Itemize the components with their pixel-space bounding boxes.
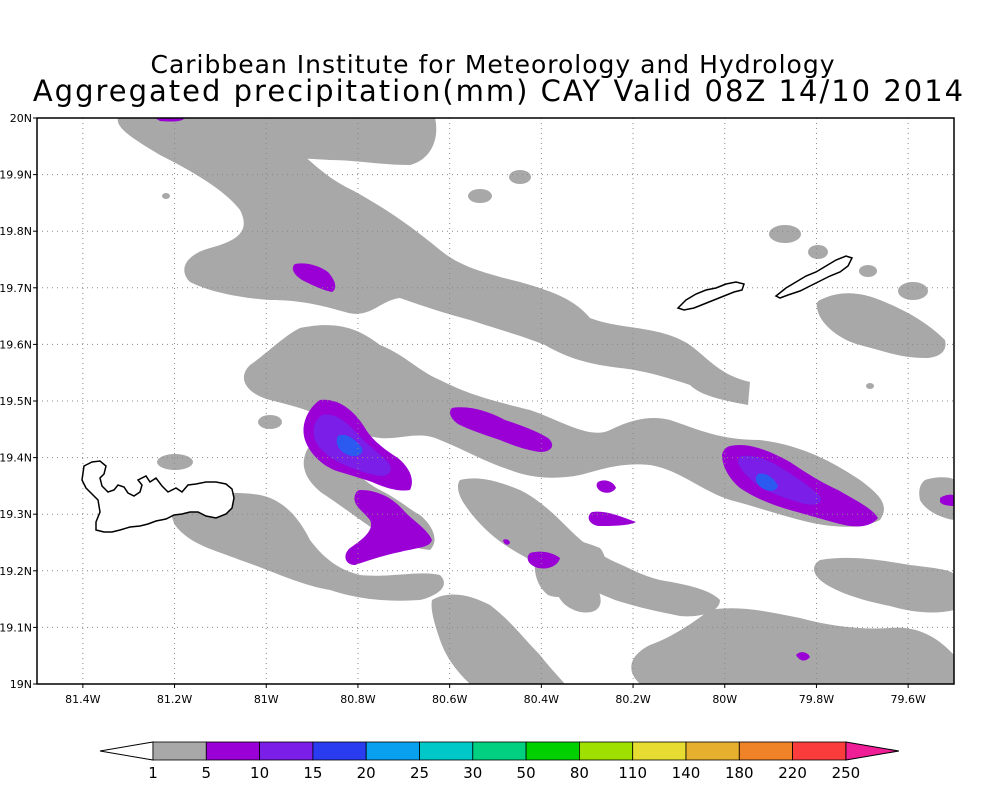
colorbar-swatch (419, 741, 474, 761)
lon-tick-label: 79.6W (890, 693, 925, 706)
colorbar-label: 220 (778, 764, 807, 782)
lat-tick-label: 19.3N (0, 508, 32, 521)
latitude-axis: 20N 19.9N 19.8N 19.7N 19.6N 19.5N 19.4N 19.3N 19… (0, 112, 37, 691)
colorbar-label: 30 (463, 764, 482, 782)
lon-tick-label: 81.2W (157, 693, 192, 706)
lon-tick-label: 80.2W (615, 693, 650, 706)
longitude-axis: 81.4W 81.2W 81W 80.8W 80.6W 80.4W 80.2W 80W 79.8… (65, 684, 926, 706)
colorbar-swatch (152, 741, 207, 761)
lat-tick-label: 20N (10, 112, 32, 125)
little-cayman-island (676, 281, 745, 311)
colorbar-swatch (312, 741, 367, 761)
colorbar-swatch (472, 741, 527, 761)
lat-tick-label: 19N (10, 678, 32, 691)
colorbar-label: 250 (832, 764, 861, 782)
colorbar-label: 50 (517, 764, 536, 782)
colorbar-swatch (685, 741, 740, 761)
precip-15-20mm-areas (336, 434, 778, 491)
lon-tick-label: 80.6W (432, 693, 467, 706)
colorbar-label: 5 (202, 764, 212, 782)
colorbar-swatch (632, 741, 687, 761)
colorbar-label: 80 (570, 764, 589, 782)
colorbar-swatch (738, 741, 793, 761)
colorbar-label: 20 (357, 764, 376, 782)
colorbar-label: 25 (410, 764, 429, 782)
title-line-2: Aggregated precipitation(mm) CAY Valid 0… (32, 74, 966, 108)
lat-tick-label: 19.4N (0, 452, 32, 465)
lat-tick-label: 19.6N (0, 338, 32, 351)
colorbar-swatch (205, 741, 261, 761)
title-line-1: Caribbean Institute for Meteorology and … (150, 50, 836, 79)
lat-tick-label: 19.9N (0, 169, 32, 182)
precipitation-layer (117, 118, 954, 684)
cayman-brac-island (774, 255, 854, 299)
lon-tick-label: 80W (712, 693, 737, 706)
colorbar-label: 110 (618, 764, 647, 782)
colorbar-swatch (579, 741, 634, 761)
lat-tick-label: 19.5N (0, 395, 32, 408)
colorbar-under-triangle (99, 741, 154, 761)
colorbar-label: 15 (303, 764, 322, 782)
colorbar-over-triangle (845, 741, 899, 761)
lon-tick-label: 80.4W (524, 693, 559, 706)
lat-tick-label: 19.7N (0, 282, 32, 295)
lon-tick-label: 81W (254, 693, 279, 706)
grand-cayman-island (81, 460, 235, 533)
colorbar-label: 140 (672, 764, 701, 782)
lon-tick-label: 79.8W (799, 693, 834, 706)
colorbar-swatch (792, 741, 847, 761)
map-area (37, 118, 954, 684)
colorbar-swatch (259, 741, 314, 761)
colorbar-legend: 1 5 10 15 20 25 30 50 80 110 140 180 220 250 (99, 741, 899, 782)
colorbar-label: 180 (725, 764, 754, 782)
coastline-layer (81, 255, 854, 533)
colorbar-swatch (525, 741, 580, 761)
colorbar-label: 10 (250, 764, 269, 782)
lon-tick-label: 80.8W (340, 693, 375, 706)
colorbar-swatch (365, 741, 420, 761)
lat-tick-label: 19.1N (0, 621, 32, 634)
lat-tick-label: 19.8N (0, 225, 32, 238)
lat-tick-label: 19.2N (0, 565, 32, 578)
colorbar-label: 1 (148, 764, 158, 782)
lon-tick-label: 81.4W (65, 693, 100, 706)
